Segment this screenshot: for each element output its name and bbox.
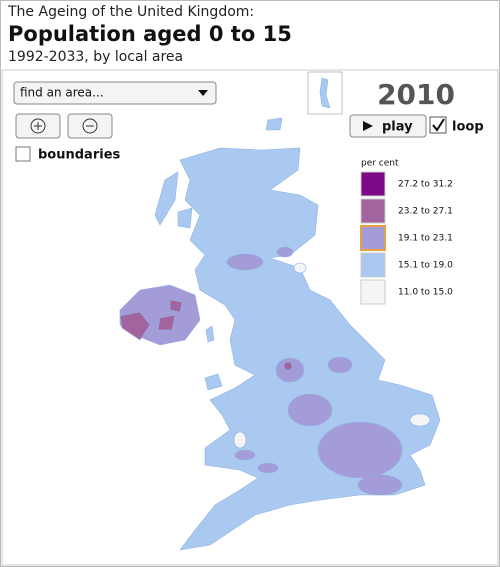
legend-label: 15.1 to 19.0 (398, 261, 453, 271)
boundaries-checkbox[interactable] (15, 146, 31, 162)
midlands-area (287, 393, 333, 427)
map (119, 71, 441, 551)
cumbria-light (233, 431, 247, 449)
zoom-in-icon (30, 118, 46, 134)
legend-title: per cent (361, 159, 399, 169)
legend-label: 27.2 to 31.2 (398, 180, 453, 190)
play-button[interactable]: play (349, 114, 427, 138)
area-select[interactable]: find an area... (13, 81, 217, 105)
north-west-area (275, 357, 305, 383)
legend-swatch (360, 198, 386, 224)
zoom-out[interactable] (67, 113, 113, 139)
london-area (357, 474, 403, 496)
loop-label[interactable]: loop (452, 120, 484, 135)
legend-swatch (360, 279, 386, 305)
play-box[interactable] (349, 114, 427, 138)
hebrides (154, 171, 179, 226)
zoom-in-plus (34, 122, 42, 130)
edinburgh-area (276, 246, 294, 258)
ni-south (157, 314, 176, 331)
glasgow-area (226, 253, 264, 271)
loop-check (432, 118, 445, 132)
select-arrow (198, 90, 208, 96)
wales-valleys (234, 449, 256, 461)
skye (177, 207, 193, 229)
subtitle: 1992-2033, by local area (8, 49, 183, 65)
legend-swatch (360, 171, 386, 197)
orkney (265, 117, 283, 131)
yorkshire-area (327, 356, 353, 374)
select-box[interactable] (13, 81, 217, 105)
legend-swatch (360, 225, 386, 251)
play-icon (363, 121, 373, 131)
kicker: The Ageing of the United Kingdom: (7, 4, 254, 20)
south-east-area (317, 421, 403, 479)
legend-label: 23.2 to 27.1 (398, 207, 453, 217)
east-anglia-light (409, 413, 431, 427)
blackburn (283, 361, 293, 371)
year: 2010 (377, 78, 455, 111)
legend-label: 19.1 to 23.1 (398, 234, 453, 244)
shetland (319, 77, 331, 109)
legend-label: 11.0 to 15.0 (398, 288, 453, 298)
zoom-out-icon (82, 118, 98, 134)
anglesey (204, 373, 223, 391)
select-placeholder: find an area... (20, 86, 104, 100)
legend-swatch (360, 252, 386, 278)
isle-of-man (205, 325, 215, 343)
boundaries-label[interactable]: boundaries (38, 148, 121, 163)
legend: per cent 27.2 to 31.2 23.2 to 27.1 19.1 to… (360, 159, 453, 305)
ni-east (169, 299, 183, 313)
zoom-in[interactable] (15, 113, 61, 139)
north-east-light (293, 262, 307, 274)
ni-west (119, 311, 151, 341)
title: Population aged 0 to 15 (8, 22, 292, 46)
bristol-area (257, 462, 279, 474)
play-label: play (382, 120, 413, 135)
